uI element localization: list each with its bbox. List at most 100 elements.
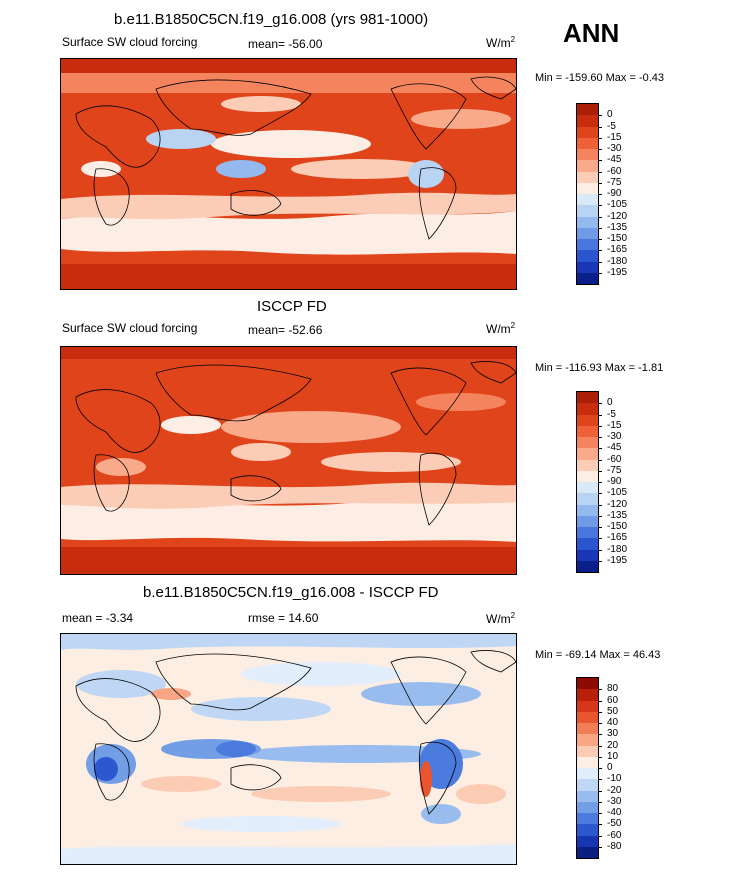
- colorbar-swatch: [577, 403, 598, 415]
- colorbar-label: -75: [607, 464, 622, 476]
- colorbar-tick: [598, 227, 602, 229]
- colorbar-label: 50: [607, 705, 619, 717]
- colorbar-tick: [598, 734, 602, 736]
- colorbar-swatch: [577, 801, 598, 813]
- panel2-map: [60, 346, 517, 575]
- colorbar-swatch: [577, 745, 598, 757]
- colorbar-tick: [598, 194, 602, 195]
- colorbar-label: -30: [607, 143, 622, 154]
- colorbar-label: -90: [607, 476, 622, 487]
- colorbar-label: -45: [607, 154, 622, 166]
- colorbar-swatch: [577, 392, 598, 404]
- colorbar-label: 10: [607, 750, 619, 762]
- colorbar-swatch: [577, 768, 598, 780]
- colorbar-swatch: [577, 756, 598, 768]
- colorbar-swatch: [577, 835, 598, 847]
- colorbar-tick: [598, 689, 602, 691]
- colorbar-tick: [598, 801, 602, 803]
- colorbar-tick: [598, 538, 602, 540]
- panel2-minmax: Min = -116.93 Max = -1.81: [535, 362, 664, 374]
- colorbar-label: 40: [607, 717, 619, 728]
- colorbar-swatch: [577, 459, 598, 471]
- colorbar-swatch: [577, 239, 598, 251]
- colorbar-swatch: [577, 700, 598, 712]
- colorbar-tick: [598, 115, 602, 117]
- panel2-colorbar: 0 -5 -15 -30 -45 -60 -75 -90 -105 -120 -135 -150 -16…: [576, 391, 627, 573]
- colorbar-label: -40: [607, 807, 622, 818]
- colorbar-tick: [598, 261, 602, 263]
- colorbar-label: -180: [607, 255, 628, 267]
- colorbar-swatch: [577, 272, 598, 284]
- panel1-map: [60, 58, 517, 290]
- colorbar-tick: [598, 482, 602, 483]
- colorbar-tick: [598, 768, 602, 769]
- colorbar-tick: [598, 448, 602, 450]
- panel1-colorbar: 0 -5 -15 -30 -45 -60 -75 -90 -105 -120 -135 -150 -16…: [576, 103, 627, 285]
- colorbar-label: -195: [607, 554, 628, 566]
- colorbar-swatch: [577, 126, 598, 138]
- colorbar-tick: [598, 745, 602, 747]
- colorbar-swatch: [577, 723, 598, 735]
- colorbar-swatch: [577, 678, 598, 690]
- colorbar-swatch: [577, 560, 598, 572]
- colorbar-swatch: [577, 216, 598, 228]
- colorbar-tick: [598, 515, 602, 517]
- colorbar-tick: [598, 403, 602, 405]
- panel2-variable: Surface SW cloud forcing: [62, 321, 198, 335]
- colorbar-swatch: [577, 261, 598, 273]
- colorbar-tick: [598, 459, 602, 461]
- colorbar-label: -5: [607, 120, 616, 132]
- colorbar-swatch: [577, 482, 598, 494]
- colorbar-label: -195: [607, 266, 628, 278]
- colorbar-tick: [598, 779, 602, 781]
- colorbar-swatch: [577, 425, 598, 437]
- colorbar-swatch: [577, 115, 598, 127]
- colorbar-tick: [598, 813, 602, 814]
- colorbar-swatch: [577, 515, 598, 527]
- colorbar-label: -50: [607, 818, 622, 830]
- colorbar-swatch: [577, 813, 598, 825]
- colorbar-label: -80: [607, 840, 622, 852]
- colorbar-tick: [598, 470, 602, 472]
- colorbar-label: -165: [607, 244, 628, 256]
- panel1-units: W/m2: [486, 35, 516, 50]
- colorbar-tick: [598, 239, 602, 240]
- colorbar-swatch: [577, 711, 598, 723]
- colorbar-tick: [598, 790, 602, 792]
- panel2-units: W/m2: [486, 321, 516, 336]
- panel3-rmse: rmse = 14.60: [248, 611, 319, 625]
- colorbar-label: -135: [607, 221, 628, 233]
- colorbar-tick: [598, 437, 602, 438]
- colorbar-tick: [598, 504, 602, 506]
- colorbar-swatch: [577, 137, 598, 149]
- colorbar-tick: [598, 723, 602, 724]
- colorbar-label: 0: [607, 762, 613, 773]
- colorbar-tick: [598, 126, 602, 128]
- colorbar-label: -10: [607, 773, 622, 785]
- colorbar-swatch: [577, 790, 598, 802]
- colorbar-tick: [598, 711, 602, 713]
- colorbar-swatch: [577, 549, 598, 561]
- colorbar-label: -150: [607, 233, 628, 244]
- colorbar-swatch: [577, 779, 598, 791]
- colorbar-swatch: [577, 104, 598, 116]
- colorbar-swatch: [577, 448, 598, 460]
- colorbar-label: -105: [607, 199, 628, 211]
- colorbar-tick: [598, 493, 602, 495]
- colorbar-label: -165: [607, 532, 628, 544]
- colorbar-tick: [598, 216, 602, 218]
- panel1-variable: Surface SW cloud forcing: [62, 35, 198, 49]
- colorbar-swatch: [577, 846, 598, 858]
- colorbar-swatch: [577, 437, 598, 449]
- colorbar-label: 0: [607, 109, 613, 121]
- colorbar-label: -60: [607, 829, 622, 841]
- panel1-minmax: Min = -159.60 Max = -0.43: [535, 72, 665, 84]
- colorbar-label: 20: [607, 739, 619, 751]
- colorbar-tick: [598, 182, 602, 184]
- season-label: ANN: [563, 18, 620, 48]
- colorbar-swatch: [577, 538, 598, 550]
- colorbar-swatch: [577, 734, 598, 746]
- colorbar-tick: [598, 756, 602, 758]
- colorbar-label: 80: [607, 683, 619, 695]
- colorbar-tick: [598, 527, 602, 528]
